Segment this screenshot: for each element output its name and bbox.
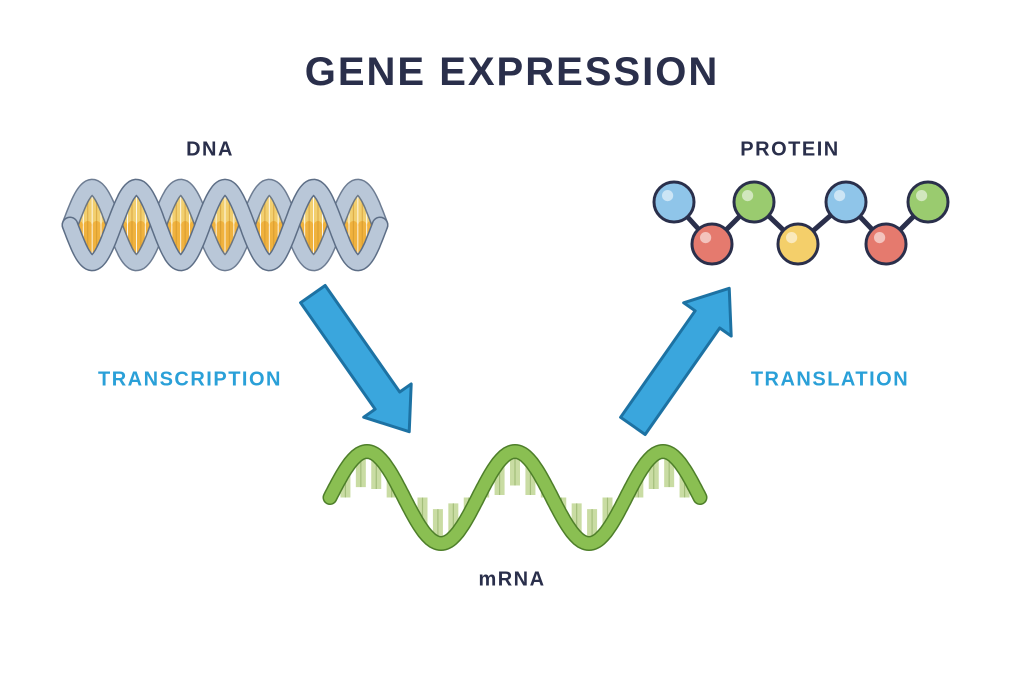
translation-label: TRANSLATION: [751, 369, 909, 392]
protein-label: PROTEIN: [740, 139, 839, 162]
protein-chain-icon: [650, 176, 950, 272]
dna-label: DNA: [186, 139, 234, 162]
transcription-label: TRANSCRIPTION: [98, 369, 282, 392]
translation-arrow-icon: [598, 254, 770, 453]
mrna-label: mRNA: [478, 569, 545, 592]
dna-helix-icon: [70, 180, 380, 270]
transcription-arrow-icon: [278, 268, 450, 467]
diagram-title: GENE EXPRESSION: [0, 50, 1024, 95]
diagram-canvas: GENE EXPRESSION DNA PROTEIN mRNA TRANSCR…: [0, 0, 1024, 683]
